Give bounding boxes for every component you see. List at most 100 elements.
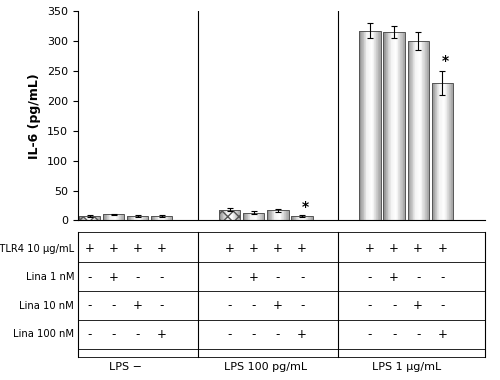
- Bar: [282, 210, 283, 220]
- Bar: [418, 41, 419, 220]
- Text: +: +: [249, 271, 259, 284]
- Text: +: +: [297, 242, 307, 255]
- Bar: [222, 210, 224, 220]
- Bar: [120, 214, 122, 220]
- Bar: [229, 210, 230, 220]
- Bar: [251, 213, 252, 220]
- Bar: [169, 216, 170, 220]
- Bar: [231, 210, 232, 220]
- Bar: [446, 83, 447, 220]
- Text: Lina 10 nM: Lina 10 nM: [19, 301, 74, 311]
- Bar: [373, 30, 374, 220]
- Bar: [304, 216, 305, 220]
- Bar: [408, 41, 429, 220]
- Text: +: +: [438, 242, 447, 255]
- Bar: [385, 32, 386, 220]
- Bar: [452, 83, 453, 220]
- Bar: [286, 210, 287, 220]
- Bar: [426, 41, 428, 220]
- Bar: [225, 210, 226, 220]
- Text: -: -: [440, 271, 444, 284]
- Bar: [297, 216, 298, 220]
- Bar: [366, 30, 367, 220]
- Text: -: -: [416, 271, 420, 284]
- Bar: [283, 210, 284, 220]
- Bar: [445, 83, 446, 220]
- Bar: [151, 216, 172, 220]
- Text: +: +: [157, 242, 167, 255]
- Text: A-TLR4 10 μg/mL: A-TLR4 10 μg/mL: [0, 244, 74, 254]
- Text: +: +: [389, 242, 399, 255]
- Text: +: +: [438, 328, 447, 341]
- Bar: [438, 83, 440, 220]
- Bar: [226, 210, 227, 220]
- Bar: [285, 210, 286, 220]
- Bar: [296, 216, 297, 220]
- Bar: [167, 216, 168, 220]
- Bar: [436, 83, 438, 220]
- Bar: [164, 216, 166, 220]
- Bar: [272, 210, 273, 220]
- Bar: [259, 213, 260, 220]
- Bar: [88, 215, 89, 220]
- Bar: [388, 32, 389, 220]
- Bar: [269, 210, 270, 220]
- Bar: [161, 216, 162, 220]
- Bar: [428, 41, 429, 220]
- Bar: [95, 215, 96, 220]
- Bar: [236, 210, 237, 220]
- Bar: [425, 41, 426, 220]
- Bar: [399, 32, 400, 220]
- Bar: [159, 216, 160, 220]
- Bar: [390, 32, 392, 220]
- Bar: [244, 213, 264, 220]
- Text: -: -: [112, 328, 116, 341]
- Bar: [89, 215, 90, 220]
- Bar: [414, 41, 416, 220]
- Bar: [248, 213, 249, 220]
- Bar: [108, 214, 110, 220]
- Bar: [114, 214, 115, 220]
- Bar: [295, 216, 296, 220]
- Bar: [111, 214, 112, 220]
- Bar: [440, 83, 441, 220]
- Bar: [254, 213, 256, 220]
- Bar: [400, 32, 401, 220]
- Bar: [362, 30, 363, 220]
- Bar: [220, 210, 222, 220]
- Bar: [103, 214, 104, 220]
- Text: -: -: [440, 299, 444, 312]
- Bar: [123, 214, 124, 220]
- Bar: [145, 215, 146, 220]
- Bar: [292, 216, 312, 220]
- Bar: [171, 216, 172, 220]
- Bar: [79, 215, 100, 220]
- Bar: [441, 83, 442, 220]
- Bar: [420, 41, 421, 220]
- Text: LPS 100 pg/mL: LPS 100 pg/mL: [224, 362, 308, 372]
- Bar: [136, 215, 137, 220]
- Bar: [244, 213, 246, 220]
- Bar: [82, 215, 83, 220]
- Bar: [142, 215, 144, 220]
- Bar: [421, 41, 422, 220]
- Text: Lina 1 nM: Lina 1 nM: [26, 272, 74, 282]
- Bar: [154, 216, 155, 220]
- Text: +: +: [157, 328, 167, 341]
- Text: +: +: [133, 299, 142, 312]
- Bar: [219, 210, 240, 220]
- Bar: [170, 216, 171, 220]
- Bar: [384, 32, 385, 220]
- Bar: [293, 216, 294, 220]
- Y-axis label: IL-6 (pg/mL): IL-6 (pg/mL): [28, 73, 41, 159]
- Text: LPS 1 μg/mL: LPS 1 μg/mL: [372, 362, 441, 372]
- Text: -: -: [88, 271, 92, 284]
- Bar: [103, 214, 124, 220]
- Bar: [155, 216, 156, 220]
- Bar: [122, 214, 123, 220]
- Bar: [227, 210, 228, 220]
- Bar: [292, 216, 293, 220]
- Text: +: +: [108, 271, 118, 284]
- Text: *: *: [442, 54, 450, 68]
- Bar: [246, 213, 247, 220]
